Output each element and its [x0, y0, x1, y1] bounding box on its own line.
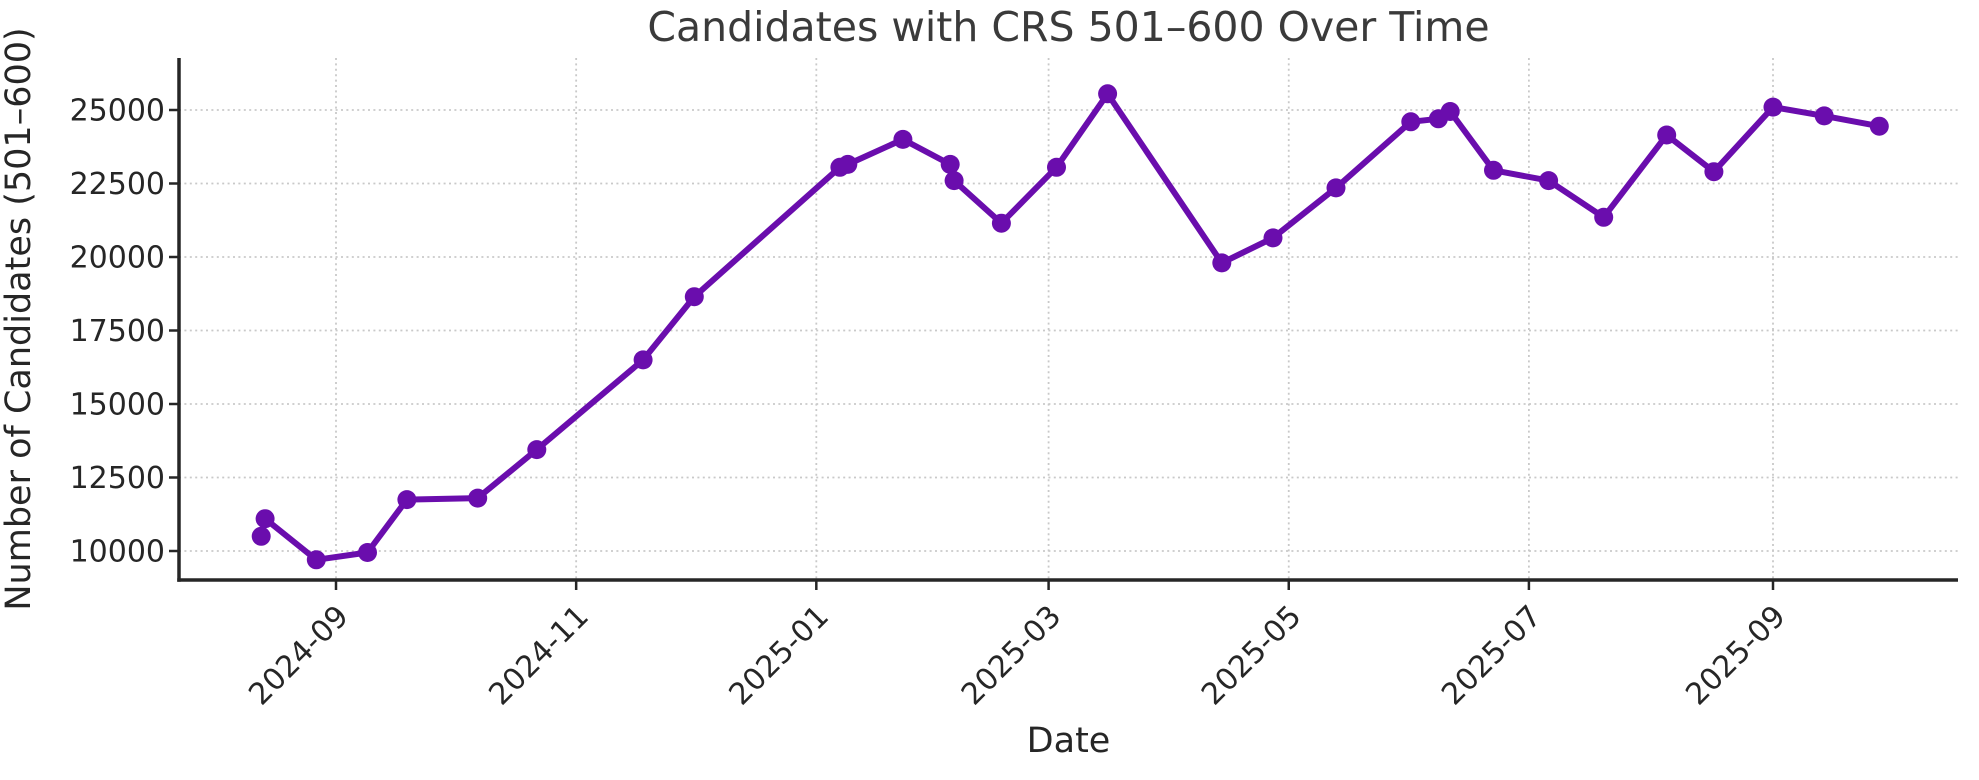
axes [169, 58, 1958, 590]
x-tick-label: 2025-03 [955, 599, 1068, 712]
data-point [893, 129, 913, 149]
data-point [1401, 112, 1421, 132]
data-point [255, 509, 275, 529]
y-tick-label: 20000 [70, 241, 165, 276]
data-point [944, 171, 964, 191]
y-axis-label: Number of Candidates (501–600) [0, 27, 39, 610]
data-point [1047, 157, 1066, 177]
x-tick-label: 2024-09 [242, 599, 355, 712]
data-point [1594, 207, 1614, 227]
x-tick-label: 2025-01 [723, 599, 836, 712]
data-point [1704, 162, 1724, 182]
data-point [1763, 97, 1783, 117]
data-point [306, 550, 326, 570]
y-tick-label: 15000 [70, 388, 165, 423]
data-point [838, 154, 858, 174]
data-point [1539, 171, 1559, 191]
y-tick-label: 17500 [70, 314, 165, 349]
y-tick-label: 12500 [70, 461, 165, 496]
data-point [940, 154, 960, 174]
gridlines [179, 58, 1958, 580]
y-tick-label: 10000 [70, 535, 165, 570]
series-line [258, 90, 1883, 563]
data-point [397, 490, 417, 510]
data-point [684, 287, 704, 307]
data-series [251, 84, 1889, 570]
data-point [251, 526, 271, 546]
data-point [527, 440, 547, 460]
data-point [1212, 253, 1232, 273]
y-tick-label: 25000 [70, 94, 165, 129]
y-tick-label: 22500 [70, 167, 165, 202]
x-axis-label: Date [1027, 721, 1111, 761]
data-point [1263, 228, 1283, 248]
x-tick-label: 2025-09 [1679, 599, 1792, 712]
chart-title: Candidates with CRS 501–600 Over Time [647, 3, 1489, 51]
tick-labels: 2024-09 2024-11 2025-01 2025-03 2025-05 2025-… [70, 94, 1793, 713]
x-tick-label: 2025-05 [1195, 599, 1308, 712]
data-point [633, 350, 653, 370]
data-point [358, 543, 377, 562]
data-point [1440, 102, 1460, 121]
data-point [468, 488, 488, 508]
data-point [1484, 160, 1503, 180]
data-point [1098, 84, 1118, 104]
data-point [1814, 106, 1834, 126]
data-point [991, 213, 1011, 233]
x-tick-label: 2024-11 [482, 599, 595, 712]
data-point [1326, 178, 1346, 198]
data-point [1657, 125, 1677, 145]
x-tick-label: 2025-07 [1435, 599, 1548, 712]
data-point [1869, 116, 1889, 136]
